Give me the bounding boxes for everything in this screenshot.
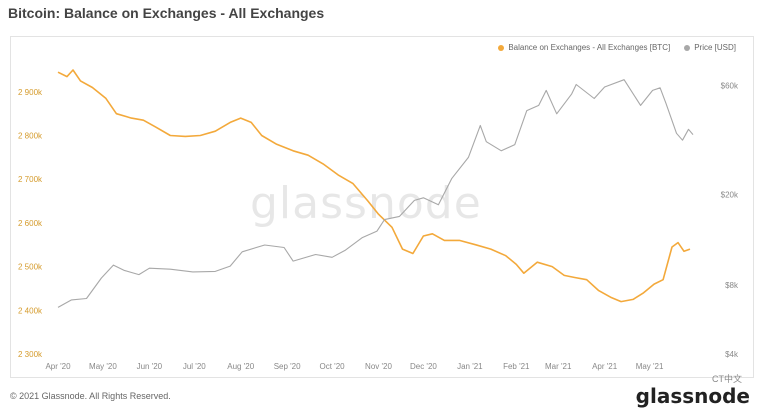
y-right-tick-label: $4k <box>725 350 739 359</box>
x-tick-label: Mar '21 <box>545 362 572 371</box>
x-tick-label: Nov '20 <box>365 362 392 371</box>
y-right-tick-label: $20k <box>721 190 739 199</box>
legend-label-price: Price [USD] <box>694 43 736 52</box>
brand-logo: glassnode <box>635 384 750 408</box>
x-tick-label: May '20 <box>89 362 117 371</box>
x-tick-label: Jul '20 <box>183 362 206 371</box>
copyright-text: © 2021 Glassnode. All Rights Reserved. <box>10 391 171 401</box>
y-left-tick-label: 2 600k <box>18 219 43 228</box>
chart-title: Bitcoin: Balance on Exchanges - All Exch… <box>8 5 325 21</box>
y-left-tick-label: 2 300k <box>18 350 43 359</box>
x-tick-label: May '21 <box>636 362 664 371</box>
x-tick-label: Aug '20 <box>227 362 254 371</box>
legend-dot-balance <box>498 44 505 51</box>
x-tick-label: Jun '20 <box>137 362 163 371</box>
y-left-tick-label: 2 700k <box>18 175 43 184</box>
y-left-tick-label: 2 400k <box>18 306 43 315</box>
x-tick-label: Jan '21 <box>457 362 483 371</box>
legend-item-balance[interactable]: Balance on Exchanges - All Exchanges [BT… <box>498 43 670 52</box>
series-line-price <box>57 79 694 308</box>
x-tick-label: Apr '20 <box>45 362 71 371</box>
y-left-tick-label: 2 900k <box>18 88 43 97</box>
brand-badge: CT中文 <box>712 374 742 384</box>
y-left-tick-label: 2 800k <box>18 132 43 141</box>
legend-dot-price <box>684 44 691 51</box>
legend-label-balance: Balance on Exchanges - All Exchanges [BT… <box>508 43 671 52</box>
legend: Balance on Exchanges - All Exchanges [BT… <box>498 43 736 52</box>
y-left-tick-label: 2 500k <box>18 263 43 272</box>
x-tick-label: Apr '21 <box>592 362 618 371</box>
watermark-logo: glassnode <box>250 178 482 229</box>
legend-item-price[interactable]: Price [USD] <box>684 43 736 52</box>
y-right-tick-label: $8k <box>725 281 739 290</box>
x-tick-label: Feb '21 <box>503 362 530 371</box>
x-tick-label: Oct '20 <box>320 362 346 371</box>
x-tick-label: Dec '20 <box>410 362 437 371</box>
y-right-tick-label: $60k <box>721 81 739 90</box>
series-line-balance <box>57 69 691 303</box>
x-tick-label: Sep '20 <box>274 362 301 371</box>
chart-frame <box>10 36 754 378</box>
